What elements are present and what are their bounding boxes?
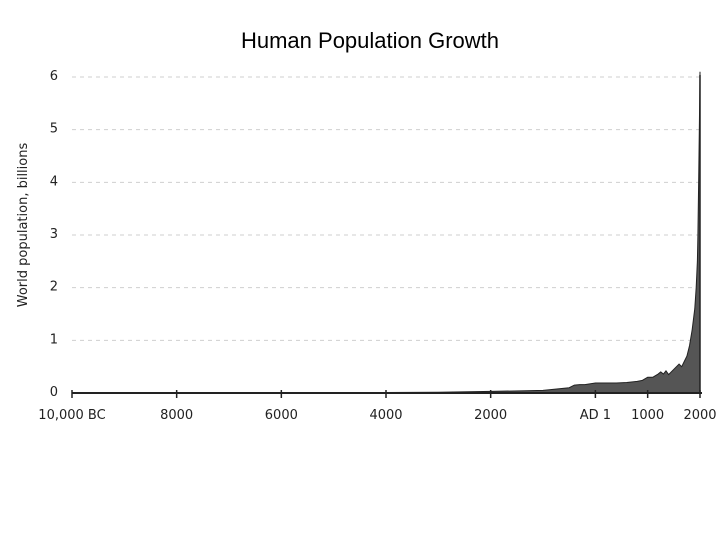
y-tick-label: 4 [50,174,58,189]
y-tick-label: 3 [50,227,58,242]
axes [71,75,702,398]
plot-area [71,71,701,394]
x-tick-label: 2000 [683,408,716,423]
grid-lines [72,76,700,341]
y-tick-label: 1 [50,332,58,347]
y-tick-label: 0 [50,385,58,400]
chart-title: Human Population Growth [240,28,500,53]
x-tick-label: AD 1 [580,408,611,423]
x-tick-label: 2000 [474,408,507,423]
y-axis-label: World population, billions [16,143,31,308]
y-tick-label: 5 [50,122,58,137]
population-area [71,71,701,394]
x-tick-label: 4000 [369,408,402,423]
x-tick-label: 10,000 BC [38,408,105,423]
y-tick-label: 2 [50,280,58,295]
x-tick-label: 8000 [160,408,193,423]
y-tick-labels: 0 1 2 3 4 5 6 [50,69,58,400]
x-tick-label: 1000 [631,408,664,423]
x-tick-label: 6000 [265,408,298,423]
y-tick-label: 6 [50,69,58,84]
x-tick-labels: 10,000 BC 8000 6000 4000 2000 AD 1 1000 2000 [38,408,716,423]
